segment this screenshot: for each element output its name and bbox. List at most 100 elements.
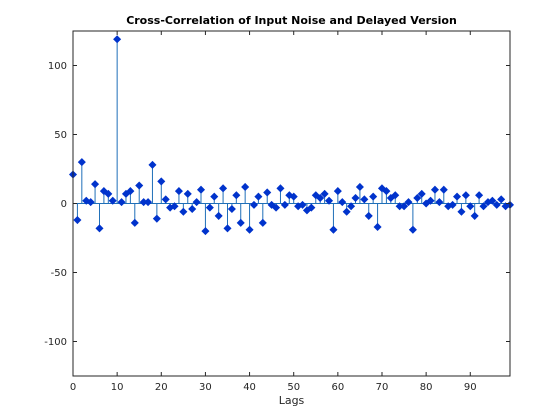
stem-marker: [329, 225, 338, 234]
stem-marker: [219, 184, 228, 193]
stem-marker: [157, 177, 166, 186]
stem-marker: [170, 202, 179, 211]
stem-marker: [289, 192, 298, 201]
stem-marker: [272, 203, 281, 212]
y-axis-ticks: -100 -50 0 50 100: [44, 61, 510, 348]
stem-marker: [144, 198, 153, 207]
stem-marker: [324, 196, 334, 205]
x-tick-label: 90: [464, 382, 477, 393]
stem-marker: [267, 200, 276, 209]
stem-marker: [152, 214, 161, 223]
stem-marker: [417, 189, 426, 198]
stem-marker: [426, 196, 435, 205]
stem-marker: [351, 193, 360, 203]
stem-marker: [214, 211, 223, 220]
stem-marker: [245, 225, 254, 234]
stem-marker: [104, 189, 113, 198]
stem-marker: [404, 198, 413, 207]
stem-marker: [338, 198, 347, 207]
stem-marker: [196, 185, 206, 194]
stem-marker: [232, 191, 241, 200]
stem-marker: [364, 211, 373, 220]
stem-marker: [236, 218, 245, 227]
stem-marker: [258, 218, 267, 227]
stem-marker: [108, 196, 117, 205]
stem-marker: [448, 200, 457, 209]
stem-marker: [413, 193, 422, 203]
stem-marker: [342, 207, 351, 216]
x-axis-label: Lags: [279, 394, 305, 407]
stem-marker: [117, 198, 126, 207]
stem-marker: [280, 200, 289, 209]
stem-marker: [95, 224, 104, 233]
x-tick-label: 80: [420, 382, 433, 393]
stem-marker: [355, 182, 364, 191]
y-tick-label: 50: [54, 130, 67, 141]
x-axis-ticks: 0 10 20 30 40 50 60 70 80 90: [70, 31, 477, 393]
stem-marker: [179, 207, 188, 216]
stem-marker: [183, 189, 192, 198]
stem-marker: [130, 218, 139, 227]
x-tick-label: 60: [331, 382, 344, 393]
x-tick-label: 70: [376, 382, 389, 393]
stem-marker: [135, 181, 144, 190]
stem-marker: [249, 200, 259, 209]
stem-marker: [475, 191, 484, 200]
stem-marker: [91, 180, 100, 189]
y-tick-label: 100: [48, 61, 67, 72]
stem-marker: [205, 203, 214, 212]
stem-marker: [369, 192, 378, 201]
stem-marker: [307, 203, 316, 212]
stem-marker: [201, 227, 210, 236]
y-tick-label: -50: [51, 268, 67, 279]
stem-marker: [285, 191, 294, 200]
stem-marker: [435, 198, 444, 207]
stem-marker: [254, 192, 263, 201]
stem-marker: [439, 185, 448, 194]
stem-marker: [461, 191, 470, 200]
stem-marker: [373, 222, 382, 231]
stem-marker: [241, 182, 250, 191]
stem-marker: [86, 198, 95, 207]
stem-marker: [77, 158, 86, 167]
x-tick-label: 10: [111, 382, 124, 393]
stem-marker: [347, 202, 356, 211]
stem-marker: [73, 216, 82, 225]
x-tick-label: 50: [287, 382, 300, 393]
stem-marker: [408, 225, 417, 234]
x-tick-label: 0: [70, 382, 76, 393]
stem-marker: [333, 187, 342, 196]
stem-marker: [320, 189, 329, 198]
stem-marker: [470, 211, 479, 220]
stem-marker: [360, 195, 369, 204]
stem-marker: [316, 193, 325, 203]
stem-marker: [227, 204, 236, 214]
y-tick-label: 0: [61, 199, 67, 210]
stem-marker: [210, 192, 219, 201]
stem-marker: [276, 184, 285, 193]
stem-marker: [488, 196, 497, 205]
stem-marker: [161, 195, 170, 204]
stem-marker: [223, 224, 232, 233]
stem-marker: [377, 184, 387, 193]
x-tick-label: 40: [243, 382, 256, 393]
stem-marker: [400, 202, 409, 211]
chart-title: Cross-Correlation of Input Noise and Del…: [126, 14, 457, 27]
y-tick-label: -100: [44, 337, 67, 348]
stem-marker: [113, 35, 122, 44]
stem-marker: [174, 187, 183, 196]
stem-markers: [68, 35, 515, 236]
stem-lines: [72, 39, 511, 232]
stem-marker: [298, 200, 307, 209]
stem-marker: [192, 198, 201, 207]
stem-marker: [492, 200, 501, 209]
stem-marker: [263, 188, 272, 197]
stem-marker: [497, 195, 506, 204]
stem-marker: [382, 187, 391, 196]
stem-marker: [188, 204, 197, 214]
stem-marker: [148, 160, 157, 169]
stem-marker: [453, 192, 462, 201]
stem-marker: [430, 185, 439, 194]
x-tick-label: 30: [199, 382, 212, 393]
